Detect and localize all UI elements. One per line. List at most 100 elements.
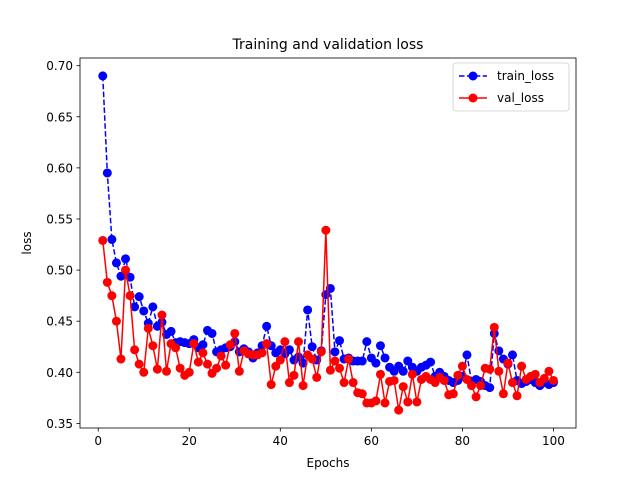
data-point-train-loss [303,305,313,315]
data-point-val-loss [389,375,399,385]
data-point-val-loss [330,356,340,366]
data-point-train-loss [398,366,408,376]
data-point-val-loss [467,381,477,391]
x-tick-label: 40 [273,434,288,448]
y-tick-label: 0.65 [46,110,73,124]
data-point-val-loss [503,358,513,368]
data-point-val-loss [298,381,308,391]
data-point-val-loss [275,355,285,365]
x-axis-ticks: 0 20 40 60 80 100 [94,428,565,448]
data-point-val-loss [212,363,222,373]
data-point-train-loss [362,337,372,347]
data-point-val-loss [130,345,140,355]
data-point-val-loss [548,375,558,385]
data-point-val-loss [448,389,458,399]
data-point-val-loss [175,363,185,373]
data-point-train-loss [116,271,126,281]
data-point-train-loss [111,258,121,268]
data-point-train-loss [307,342,317,352]
data-point-val-loss [335,363,344,373]
legend-val-label: val_loss [497,91,544,105]
data-point-val-loss [193,357,203,367]
data-point-val-loss [134,359,144,369]
data-point-train-loss [98,71,108,81]
data-point-val-loss [357,389,367,399]
data-point-train-loss [380,353,390,363]
data-point-train-loss [485,383,495,393]
data-point-val-loss [257,348,267,358]
x-tick-label: 0 [94,434,102,448]
data-point-val-loss [230,328,240,338]
data-point-val-loss [325,365,335,375]
data-point-val-loss [453,370,463,380]
data-point-val-loss [189,339,199,349]
data-point-val-loss [157,310,167,320]
y-tick-label: 0.50 [46,264,73,278]
y-tick-label: 0.35 [46,417,73,431]
legend-train-marker [468,71,478,81]
data-point-train-loss [284,345,294,355]
data-point-val-loss [312,372,322,382]
data-point-val-loss [476,381,486,391]
data-point-val-loss [307,354,317,364]
data-point-val-loss [457,361,467,371]
data-point-train-loss [330,347,340,357]
data-point-val-loss [184,367,194,377]
data-point-val-loss [507,378,517,388]
y-tick-label: 0.60 [46,161,73,175]
data-point-val-loss [143,323,153,333]
x-tick-label: 100 [542,434,565,448]
data-point-val-loss [544,366,554,376]
data-point-val-loss [517,361,527,371]
data-point-val-loss [271,361,281,371]
data-point-val-loss [221,360,231,370]
data-point-val-loss [498,389,508,399]
data-point-train-loss [139,306,149,316]
data-point-val-loss [375,369,385,379]
data-point-train-loss [357,356,367,366]
data-point-val-loss [344,354,354,364]
data-point-val-loss [398,382,408,392]
data-point-train-loss [335,336,344,346]
data-point-val-loss [489,322,499,332]
legend-val-marker [468,93,478,103]
series-val-loss [98,225,558,415]
data-point-val-loss [266,380,276,390]
data-point-train-loss [107,234,117,244]
series-line-val-loss [102,229,555,411]
data-point-val-loss [321,225,331,235]
data-point-val-loss [198,348,208,358]
data-point-train-loss [403,356,413,366]
y-tick-label: 0.45 [46,315,73,329]
data-point-train-loss [262,321,272,331]
data-point-val-loss [152,364,162,374]
data-point-val-loss [316,347,326,357]
data-point-train-loss [148,302,158,312]
data-point-val-loss [98,235,108,245]
data-point-val-loss [348,378,358,388]
data-point-val-loss [148,341,158,351]
data-point-val-loss [171,343,181,353]
data-point-train-loss [207,328,217,338]
data-point-train-loss [462,350,472,360]
y-tick-label: 0.55 [46,212,73,226]
y-tick-label: 0.40 [46,366,73,380]
x-tick-label: 80 [455,434,470,448]
data-point-val-loss [234,366,244,376]
data-point-val-loss [216,351,226,361]
data-point-val-loss [339,378,349,388]
data-point-train-loss [507,350,517,360]
data-point-val-loss [462,374,472,384]
data-point-val-loss [539,373,549,383]
data-point-val-loss [202,359,212,369]
data-point-val-loss [102,277,112,287]
chart-title: Training and validation loss [232,37,424,53]
data-point-train-loss [121,254,131,264]
plot-series [98,71,558,415]
data-point-train-loss [426,357,436,367]
data-point-val-loss [471,392,481,402]
data-point-val-loss [262,339,272,349]
legend: train_loss val_loss [452,62,570,112]
y-axis-ticks: 0.35 0.40 0.45 0.50 0.55 0.60 0.65 0.70 [46,59,80,431]
